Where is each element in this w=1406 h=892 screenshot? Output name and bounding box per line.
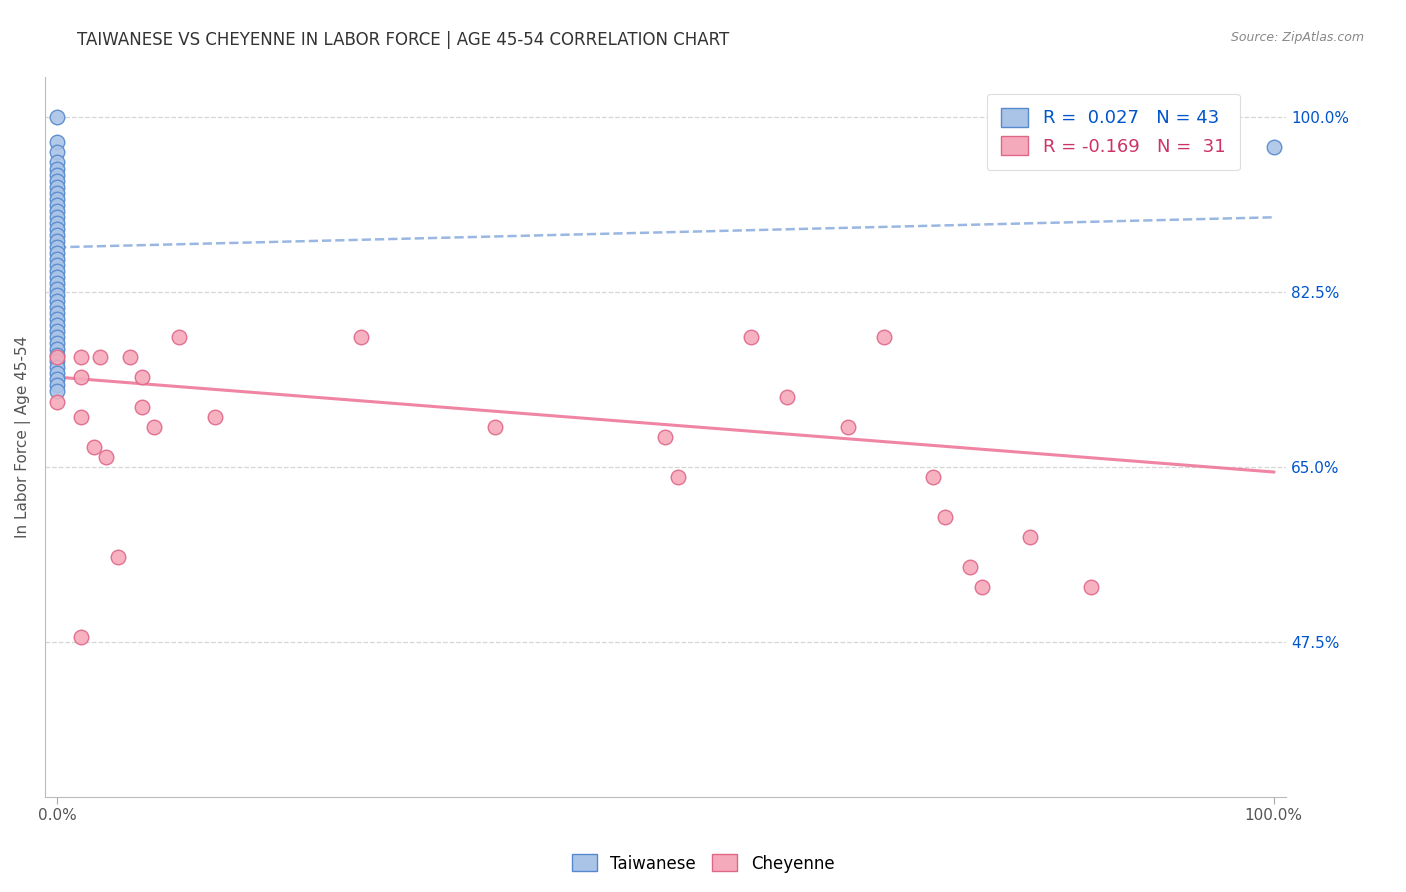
Point xyxy=(46,277,69,291)
Y-axis label: In Labor Force | Age 45-54: In Labor Force | Age 45-54 xyxy=(15,336,31,538)
Point xyxy=(94,450,117,464)
Point xyxy=(89,350,111,364)
Point xyxy=(70,350,93,364)
Point xyxy=(46,318,69,333)
Point xyxy=(46,264,69,278)
Point xyxy=(46,252,69,267)
Point xyxy=(46,136,69,150)
Point xyxy=(46,204,69,219)
Point xyxy=(959,560,981,574)
Point xyxy=(46,306,69,320)
Point xyxy=(654,430,676,444)
Point xyxy=(837,420,859,434)
Point xyxy=(46,350,69,364)
Point xyxy=(131,400,153,414)
Point xyxy=(46,211,69,225)
Point xyxy=(131,370,153,384)
Point xyxy=(204,410,226,425)
Point xyxy=(46,384,69,398)
Point xyxy=(776,390,799,404)
Point xyxy=(1019,530,1042,544)
Point xyxy=(46,270,69,285)
Text: TAIWANESE VS CHEYENNE IN LABOR FORCE | AGE 45-54 CORRELATION CHART: TAIWANESE VS CHEYENNE IN LABOR FORCE | A… xyxy=(77,31,730,49)
Point xyxy=(46,378,69,392)
Point xyxy=(1263,140,1285,154)
Point xyxy=(46,155,69,169)
Point xyxy=(46,228,69,243)
Point xyxy=(46,395,69,409)
Point xyxy=(46,246,69,260)
Point xyxy=(167,330,190,344)
Point xyxy=(46,360,69,375)
Point xyxy=(46,111,69,125)
Point xyxy=(46,342,69,356)
Point xyxy=(1104,111,1126,125)
Point xyxy=(46,300,69,314)
Point xyxy=(46,234,69,248)
Point xyxy=(922,470,945,484)
Point xyxy=(46,282,69,296)
Point xyxy=(70,630,93,644)
Point xyxy=(46,348,69,362)
Point xyxy=(46,312,69,326)
Point xyxy=(143,420,166,434)
Point xyxy=(1080,580,1102,594)
Text: Source: ZipAtlas.com: Source: ZipAtlas.com xyxy=(1230,31,1364,45)
Point xyxy=(46,174,69,188)
Point xyxy=(46,192,69,206)
Point xyxy=(46,162,69,177)
Point xyxy=(666,470,689,484)
Point xyxy=(120,350,142,364)
Point xyxy=(46,372,69,386)
Point xyxy=(873,330,896,344)
Point xyxy=(350,330,373,344)
Legend: R =  0.027   N = 43, R = -0.169   N =  31: R = 0.027 N = 43, R = -0.169 N = 31 xyxy=(987,94,1240,170)
Point xyxy=(46,216,69,230)
Legend: Taiwanese, Cheyenne: Taiwanese, Cheyenne xyxy=(565,847,841,880)
Point xyxy=(83,440,105,454)
Point xyxy=(46,240,69,254)
Point xyxy=(46,354,69,368)
Point xyxy=(46,366,69,380)
Point xyxy=(46,324,69,338)
Point xyxy=(46,169,69,183)
Point xyxy=(46,145,69,160)
Point xyxy=(46,198,69,212)
Point xyxy=(740,330,762,344)
Point xyxy=(46,258,69,272)
Point xyxy=(70,410,93,425)
Point xyxy=(46,186,69,201)
Point xyxy=(46,336,69,351)
Point xyxy=(46,294,69,309)
Point xyxy=(107,549,129,564)
Point xyxy=(70,370,93,384)
Point xyxy=(934,510,956,524)
Point xyxy=(46,180,69,194)
Point xyxy=(970,580,993,594)
Point xyxy=(46,222,69,236)
Point xyxy=(46,288,69,302)
Point xyxy=(46,330,69,344)
Point xyxy=(484,420,506,434)
